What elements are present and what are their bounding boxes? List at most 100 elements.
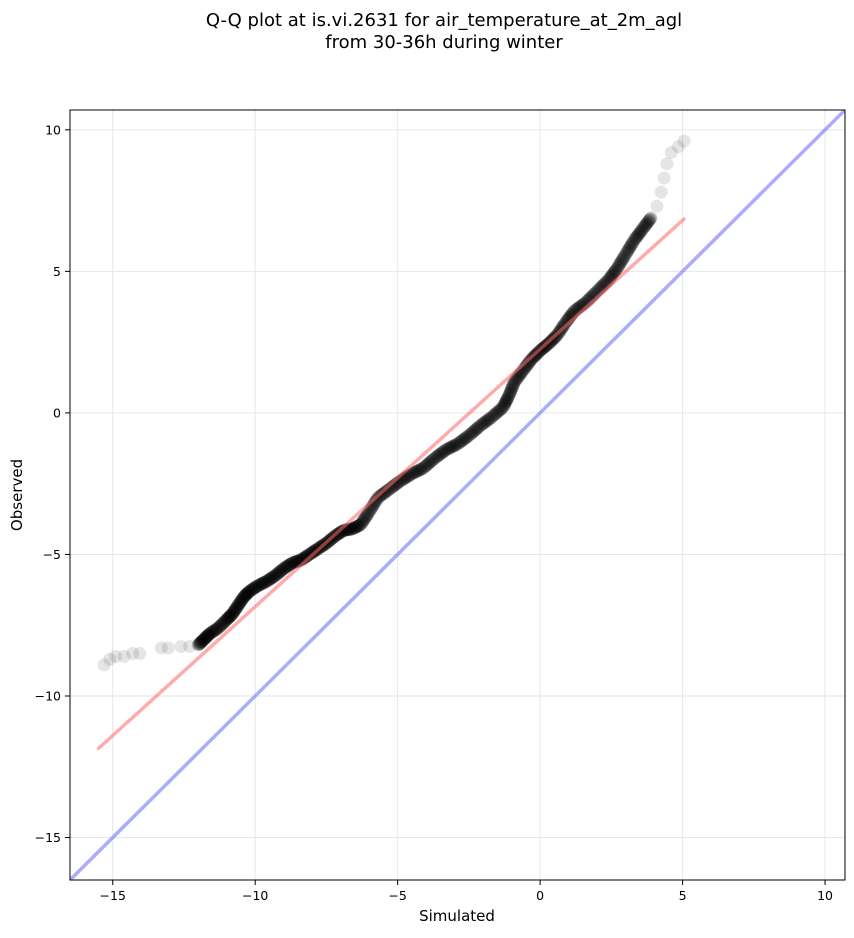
qq-point (245, 583, 259, 597)
qq-point (103, 652, 117, 666)
qq-point (497, 398, 511, 412)
qq-point (432, 448, 446, 462)
qq-point (624, 239, 638, 253)
qq-point (272, 566, 286, 580)
qq-point (210, 622, 224, 636)
y-tick-label: 10 (45, 122, 61, 137)
qq-point (194, 635, 208, 649)
qq-point (625, 237, 639, 251)
qq-point (197, 632, 211, 646)
qq-point (480, 414, 494, 428)
qq-point (265, 571, 279, 585)
qq-point (677, 134, 691, 148)
qq-point (444, 440, 458, 454)
qq-point (452, 436, 466, 450)
qq-point (270, 567, 284, 581)
qq-point (133, 647, 147, 661)
qq-point (635, 223, 649, 237)
qq-point (412, 463, 426, 477)
qq-point (620, 245, 634, 259)
qq-point (481, 413, 495, 427)
qq-point (610, 262, 624, 276)
qq-point (195, 634, 209, 648)
qq-point (223, 609, 237, 623)
qq-point (630, 230, 644, 244)
qq-point (619, 246, 633, 260)
qq-point (355, 515, 369, 529)
qq-point (465, 426, 479, 440)
qq-point (211, 621, 225, 635)
qq-point (183, 639, 197, 653)
qq-point (427, 452, 441, 466)
qq-point (302, 547, 316, 561)
qq-point (416, 461, 430, 475)
qq-point (621, 243, 635, 257)
qq-point (629, 231, 643, 245)
qq-point (448, 438, 462, 452)
qq-point (231, 598, 245, 612)
qq-point (446, 439, 460, 453)
qq-point (161, 641, 175, 655)
qq-point (657, 171, 671, 185)
qq-point (239, 588, 253, 602)
qq-point (229, 602, 243, 616)
qq-point (279, 560, 293, 574)
qq-point (360, 509, 374, 523)
qq-point (505, 380, 519, 394)
qq-point (445, 440, 459, 454)
qq-point (633, 225, 647, 239)
qq-point (232, 598, 246, 612)
qq-point (266, 570, 280, 584)
qq-point (349, 520, 363, 534)
qq-point (351, 519, 365, 533)
qq-point (439, 443, 453, 457)
qq-point (240, 587, 254, 601)
qq-point (268, 569, 282, 583)
qq-point (470, 422, 484, 436)
qq-point (492, 404, 506, 418)
qq-point (489, 406, 503, 420)
qq-point (231, 599, 245, 613)
qq-point (466, 425, 480, 439)
qq-point (246, 582, 260, 596)
qq-point (215, 618, 229, 632)
qq-point (473, 419, 487, 433)
qq-point (287, 555, 301, 569)
qq-point (424, 454, 438, 468)
qq-point (488, 407, 502, 421)
qq-point (415, 462, 429, 476)
qq-point (301, 549, 315, 563)
qq-point (501, 391, 515, 405)
qq-point (358, 511, 372, 525)
y-tick-label: 5 (53, 264, 61, 279)
qq-point (191, 638, 205, 652)
qq-point (238, 589, 252, 603)
qq-point (484, 411, 498, 425)
qq-point (223, 610, 237, 624)
qq-point (347, 521, 361, 535)
qq-point (218, 614, 232, 628)
qq-point (406, 466, 420, 480)
qq-point (267, 569, 281, 583)
qq-point (420, 458, 434, 472)
x-tick-label: 10 (817, 888, 833, 903)
qq-point (248, 580, 262, 594)
qq-point (221, 611, 235, 625)
qq-point (249, 580, 263, 594)
qq-point (233, 596, 247, 610)
qq-point (449, 438, 463, 452)
qq-point (634, 224, 648, 238)
qq-point (199, 631, 213, 645)
qq-point (498, 396, 512, 410)
qq-point (619, 247, 633, 261)
qq-point (382, 482, 396, 496)
qq-point (360, 508, 374, 522)
qq-point (174, 639, 188, 653)
qq-point (228, 604, 242, 617)
qq-point (409, 465, 423, 479)
qq-point (234, 594, 248, 608)
qq-point (212, 620, 226, 634)
qq-point (241, 585, 255, 599)
qq-point (203, 626, 217, 640)
plot-frame (69, 109, 846, 881)
